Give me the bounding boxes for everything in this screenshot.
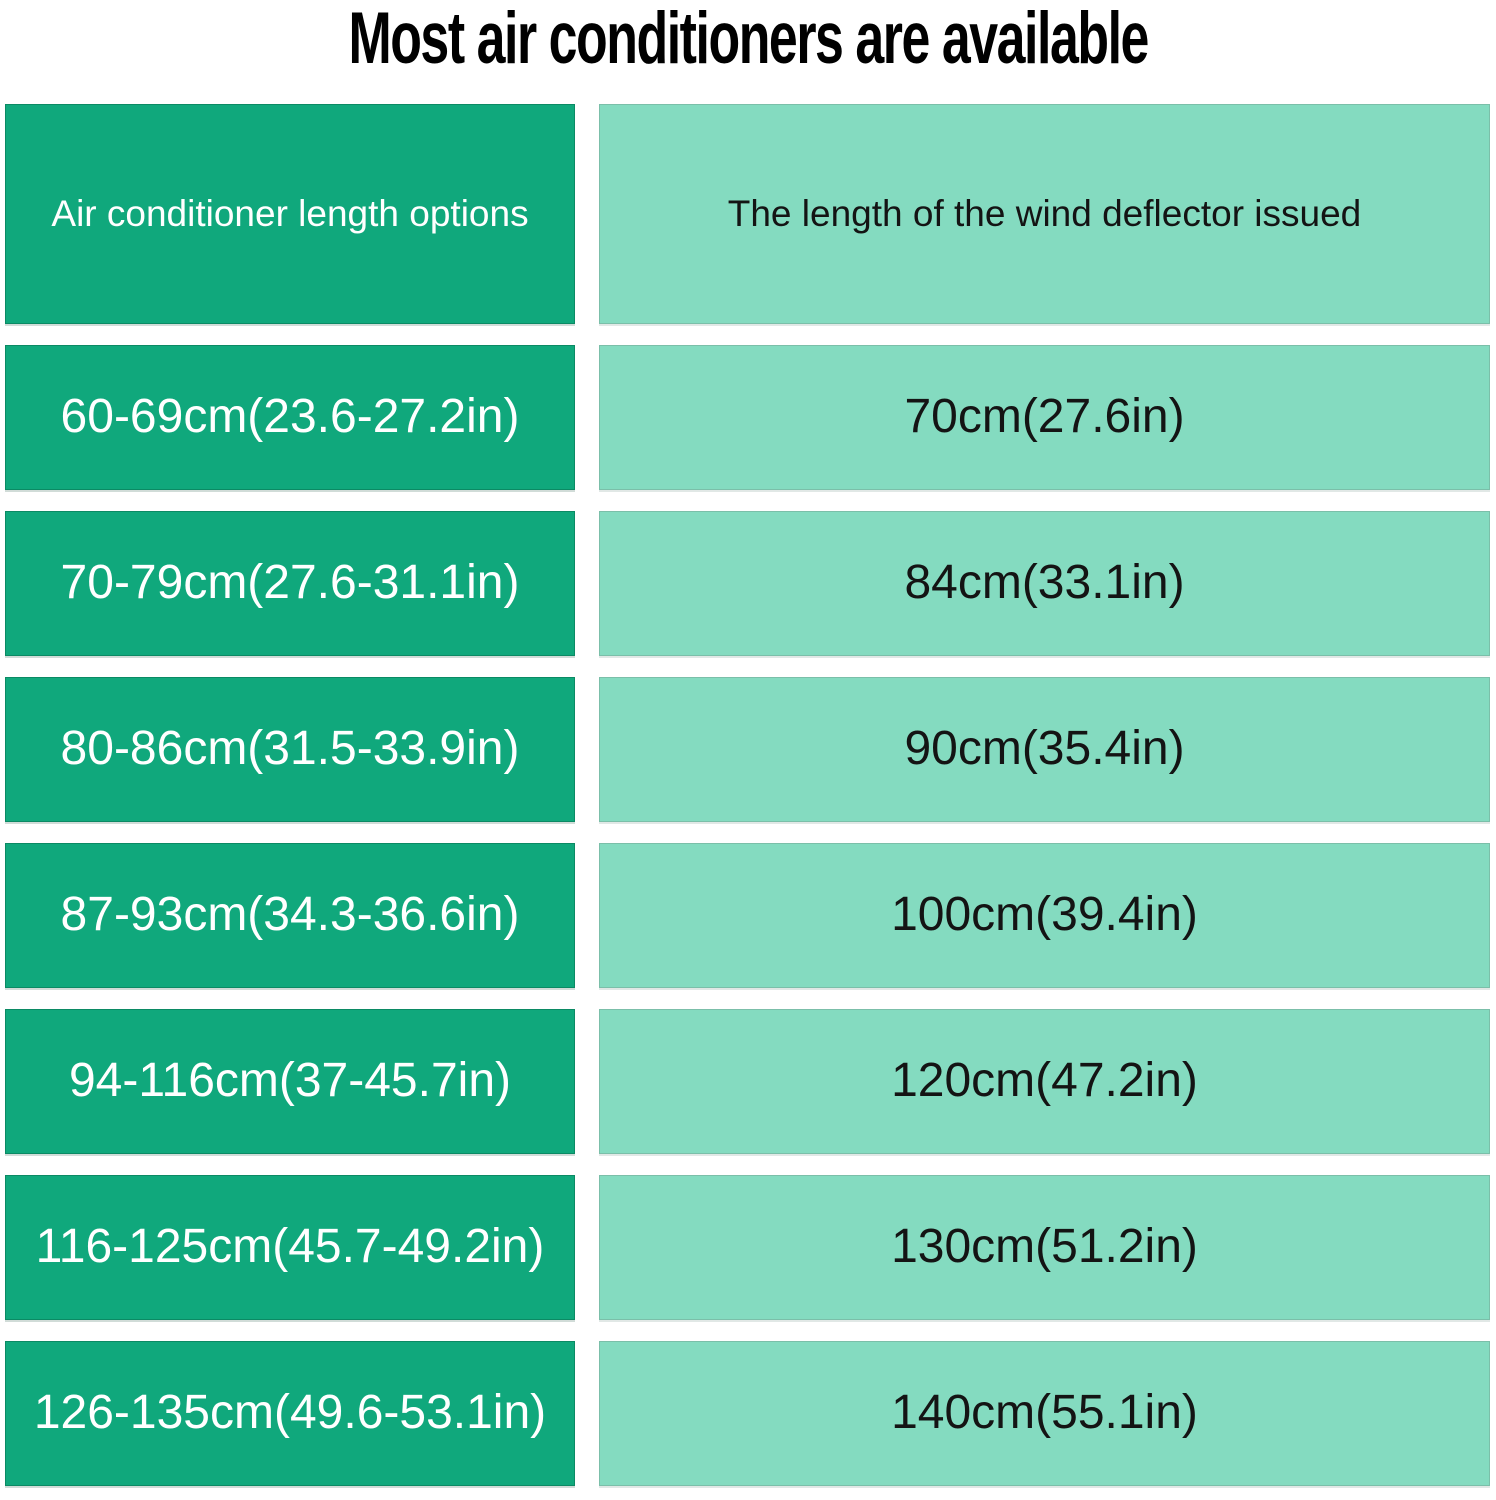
page-title: Most air conditioners are available xyxy=(348,0,1149,80)
table-cell-ac-length: 94-116cm(37-45.7in) xyxy=(5,1009,575,1154)
table-cell-ac-length: 116-125cm(45.7-49.2in) xyxy=(5,1175,575,1320)
table-cell-deflector-length: 130cm(51.2in) xyxy=(599,1175,1490,1320)
header-ac-length-options: Air conditioner length options xyxy=(5,104,575,324)
table-cell-ac-length: 87-93cm(34.3-36.6in) xyxy=(5,843,575,988)
table-cell-deflector-length: 84cm(33.1in) xyxy=(599,511,1490,656)
header-deflector-length: The length of the wind deflector issued xyxy=(599,104,1490,324)
table-cell-deflector-length: 140cm(55.1in) xyxy=(599,1341,1490,1486)
table-cell-deflector-length: 90cm(35.4in) xyxy=(599,677,1490,822)
table-cell-ac-length: 60-69cm(23.6-27.2in) xyxy=(5,345,575,490)
table-cell-deflector-length: 100cm(39.4in) xyxy=(599,843,1490,988)
table-cell-deflector-length: 70cm(27.6in) xyxy=(599,345,1490,490)
size-table: Air conditioner length options The lengt… xyxy=(5,104,1490,1486)
table-cell-deflector-length: 120cm(47.2in) xyxy=(599,1009,1490,1154)
table-cell-ac-length: 126-135cm(49.6-53.1in) xyxy=(5,1341,575,1486)
table-cell-ac-length: 70-79cm(27.6-31.1in) xyxy=(5,511,575,656)
title-bar: Most air conditioners are available xyxy=(0,0,1496,104)
table-cell-ac-length: 80-86cm(31.5-33.9in) xyxy=(5,677,575,822)
